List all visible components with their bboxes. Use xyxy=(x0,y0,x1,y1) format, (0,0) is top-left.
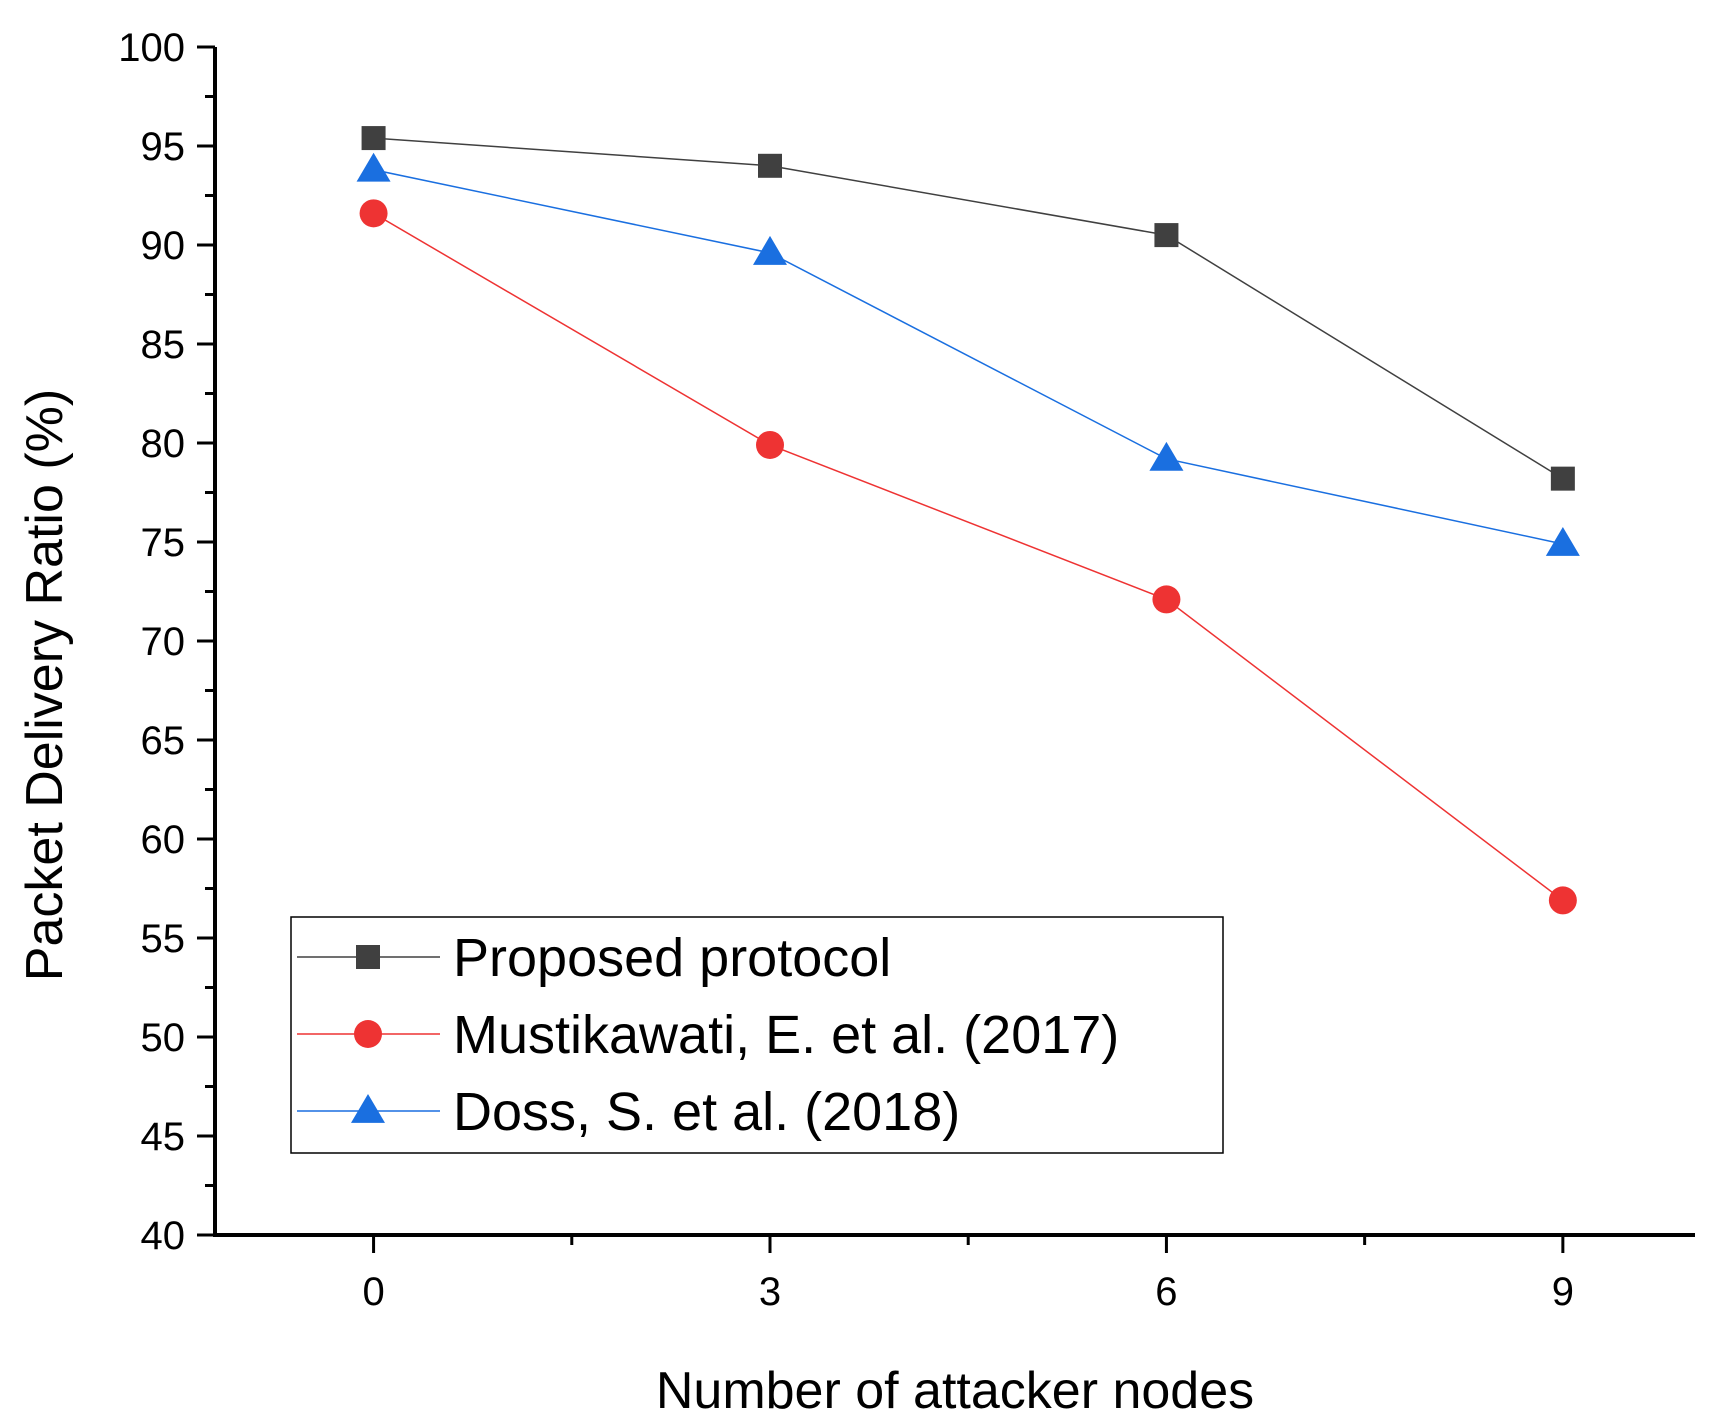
data-point-triangle xyxy=(753,235,787,265)
legend-box xyxy=(290,916,1224,1154)
y-tick-label: 80 xyxy=(141,422,186,466)
series-line-0 xyxy=(373,137,1564,480)
x-tick-label: 0 xyxy=(362,1270,384,1314)
legend: Proposed protocol Mustikawati, E. et al. … xyxy=(290,916,1224,1154)
legend-marker-triangle xyxy=(351,1094,385,1123)
data-point-triangle xyxy=(356,152,391,182)
legend-label: Mustikawati, E. et al. (2017) xyxy=(453,1005,1119,1065)
y-tick-label: 75 xyxy=(141,521,186,565)
x-tick-label: 6 xyxy=(1155,1270,1177,1314)
series-line-1 xyxy=(373,212,1564,901)
data-point-triangle xyxy=(1149,441,1184,471)
series-line-2 xyxy=(373,169,1564,545)
y-tick-label: 65 xyxy=(141,719,186,763)
series-lines xyxy=(373,137,1564,901)
series-markers xyxy=(356,126,1580,915)
data-point-circle xyxy=(1152,585,1181,614)
y-tick-label: 50 xyxy=(141,1016,186,1060)
y-tick-label: 85 xyxy=(141,323,186,367)
x-tick-label: 3 xyxy=(759,1270,781,1314)
data-point-square xyxy=(1154,223,1179,248)
data-point-circle xyxy=(756,430,784,459)
y-tick-label: 45 xyxy=(141,1115,186,1159)
data-point-circle xyxy=(359,199,388,228)
axes: 40 45 50 55 60 65 70 75 80 85 90 95 100 0 3 6 9 xyxy=(118,26,1695,1314)
data-point-square xyxy=(361,126,386,151)
y-tick-label: 90 xyxy=(141,224,186,268)
legend-label: Proposed protocol xyxy=(453,928,891,988)
data-point-square xyxy=(758,153,782,178)
legend-marker-square xyxy=(356,945,380,969)
y-tick-label: 55 xyxy=(141,917,186,961)
y-tick-label: 70 xyxy=(141,620,186,664)
y-tick-label: 40 xyxy=(141,1214,186,1258)
data-point-circle xyxy=(1548,886,1577,915)
x-axis-title: Number of attacker nodes xyxy=(656,1362,1254,1420)
y-tick-label: 60 xyxy=(141,818,186,862)
data-point-triangle xyxy=(1545,526,1580,556)
data-point-square xyxy=(1550,466,1575,491)
y-tick-label: 100 xyxy=(118,26,185,70)
x-tick-label: 9 xyxy=(1552,1270,1574,1314)
y-tick-label: 95 xyxy=(141,125,186,169)
y-axis-title: Packet Delivery Ratio (%) xyxy=(16,389,74,981)
legend-label: Doss, S. et al. (2018) xyxy=(453,1082,960,1142)
legend-marker-circle xyxy=(354,1020,382,1048)
